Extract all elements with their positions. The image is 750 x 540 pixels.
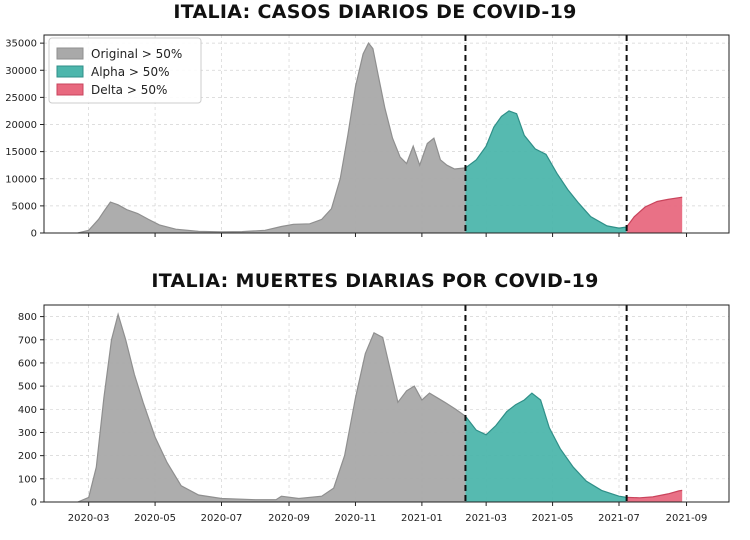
y-tick-label: 15000 bbox=[5, 147, 37, 158]
y-tick-label: 30000 bbox=[5, 66, 37, 77]
x-tick-label: 2020-11 bbox=[335, 513, 377, 524]
area-original bbox=[77, 314, 466, 502]
legend-swatch bbox=[56, 65, 84, 78]
line-original bbox=[77, 312, 466, 503]
y-tick-label: 300 bbox=[18, 428, 37, 439]
y-tick-label: 200 bbox=[18, 451, 37, 462]
legend-label: Alpha > 50% bbox=[91, 65, 169, 79]
y-tick-label: 25000 bbox=[5, 93, 37, 104]
x-tick-label: 2021-03 bbox=[465, 513, 507, 524]
y-tick-label: 0 bbox=[31, 229, 37, 240]
line-original bbox=[77, 41, 466, 234]
cases-chart: 0 5000 10000 15000 20000 25000 30000 35000 Origi… bbox=[5, 34, 730, 240]
x-tick-label: 2020-07 bbox=[201, 513, 243, 524]
legend-box bbox=[48, 37, 202, 104]
plot-frame bbox=[43, 34, 730, 234]
legend-swatch bbox=[56, 83, 84, 96]
y-tick-label: 100 bbox=[18, 474, 37, 485]
x-tick-label: 2021-09 bbox=[666, 513, 708, 524]
x-tick-label: 2021-07 bbox=[598, 513, 640, 524]
deaths-chart-title: ITALIA: MUERTES DIARIAS POR COVID-19 bbox=[151, 270, 599, 292]
y-tick-label: 500 bbox=[18, 382, 37, 393]
x-tick-label: 2021-05 bbox=[532, 513, 574, 524]
legend-label: Original > 50% bbox=[91, 47, 182, 61]
x-tick-label: 2020-09 bbox=[268, 513, 310, 524]
line-alpha bbox=[465, 110, 627, 229]
area-original bbox=[77, 43, 466, 233]
y-tick-label: 800 bbox=[18, 312, 37, 323]
y-tick-label: 20000 bbox=[5, 120, 37, 131]
y-tick-label: 400 bbox=[18, 405, 37, 416]
area-alpha bbox=[465, 110, 627, 233]
y-tick-label: 35000 bbox=[5, 39, 37, 50]
y-tick-label: 0 bbox=[31, 498, 37, 509]
area-delta bbox=[626, 197, 683, 233]
line-alpha bbox=[465, 392, 627, 498]
area-alpha bbox=[465, 393, 627, 502]
x-tick-label: 2020-03 bbox=[68, 513, 110, 524]
legend-swatch bbox=[56, 47, 84, 60]
x-tick-label: 2021-01 bbox=[401, 513, 443, 524]
y-tick-label: 5000 bbox=[12, 201, 37, 212]
legend: Original > 50% Alpha > 50% Delta > 50% bbox=[48, 37, 202, 104]
line-delta bbox=[626, 196, 683, 228]
y-tick-label: 600 bbox=[18, 358, 37, 369]
area-delta bbox=[626, 490, 683, 502]
y-tick-label: 10000 bbox=[5, 174, 37, 185]
legend-label: Delta > 50% bbox=[91, 83, 167, 97]
x-tick-label: 2020-05 bbox=[134, 513, 176, 524]
plot-frame bbox=[43, 304, 730, 503]
cases-chart-title: ITALIA: CASOS DIARIOS DE COVID-19 bbox=[173, 1, 577, 23]
line-delta bbox=[626, 489, 683, 499]
y-tick-label: 700 bbox=[18, 335, 37, 346]
